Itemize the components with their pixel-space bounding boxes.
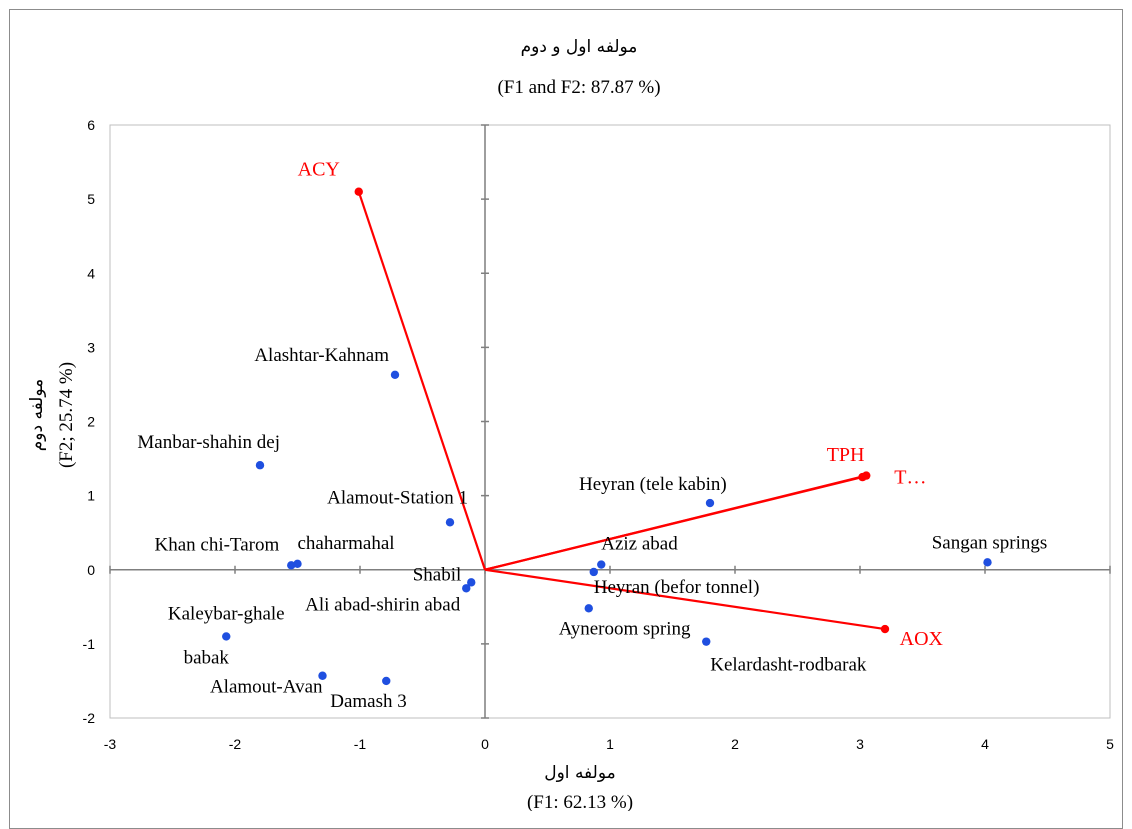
plot-border [109, 124, 1111, 719]
x-tick-label: 0 [481, 736, 489, 752]
point-label: Heyran (tele kabin) [579, 474, 727, 495]
point-Damash 3 [382, 676, 391, 686]
point-label: Shabil [413, 564, 462, 585]
vector-label-AOX: AOX [900, 628, 944, 650]
x-tick-label: 3 [856, 736, 864, 752]
y-axis-sublabel: (F2; 25.74 %) [56, 362, 77, 468]
variable-vectors: ACY TPH T… AOX [298, 159, 944, 650]
x-axis-label: مولفه اول [544, 763, 615, 783]
point-label: Heyran (befor tonnel) [594, 577, 760, 598]
point-label: Sangan springs [932, 532, 1048, 553]
vector-label-TPH: TPH [827, 444, 865, 466]
y-tick-label: -2 [83, 710, 96, 726]
point-Heyran (tele kabin) [705, 498, 715, 508]
point-label: Ayneroom spring [559, 618, 691, 639]
x-tick-label: -1 [354, 736, 367, 752]
x-tick-label: 4 [981, 736, 989, 752]
y-axis-label: مولفه دوم [27, 379, 47, 452]
point-Kaleybar-ghale [222, 632, 231, 641]
vector-end-T… [862, 471, 871, 480]
y-tick-label: 1 [87, 488, 95, 504]
point-label: Alamout-Station 1 [327, 487, 468, 508]
observation-points: Alashtar-Kahnam Manbar-shahin dej Alamout-… [137, 345, 1047, 712]
x-tick-label: 1 [606, 736, 614, 752]
chart-subtitle: (F1 and F2: 87.87 %) [497, 77, 660, 98]
point-Alamout-Avan [318, 671, 327, 680]
point-label: Aziz abad [601, 534, 678, 555]
y-tick-label: -1 [83, 636, 96, 652]
point-chaharmahal [293, 559, 302, 569]
point-label: Damash 3 [330, 691, 407, 712]
point-label: Ali abad-shirin abad [305, 594, 461, 615]
vector-T… [484, 474, 867, 571]
x-tick-label: 2 [731, 736, 739, 752]
point-label: Manbar-shahin dej [137, 432, 280, 453]
x-axis-sublabel: (F1: 62.13 %) [527, 792, 633, 811]
point-label: Alamout-Avan [210, 677, 323, 698]
point-Heyran (befor tonnel) [589, 567, 598, 577]
vector-ACY [357, 191, 487, 571]
chart-title: مولفه اول و دوم [521, 37, 638, 57]
y-tick-label: 2 [87, 414, 95, 430]
point-Manbar-shahin dej [255, 461, 265, 470]
y-axis-label-group: مولفه دوم [27, 379, 47, 452]
y-tick-label: 3 [87, 339, 95, 355]
point-Sangan springs [983, 558, 992, 567]
point-label-line2: babak [184, 647, 230, 668]
x-ticks: -3 -2 -1 0 1 2 3 4 5 [104, 565, 1114, 752]
point-label: chaharmahal [298, 533, 395, 554]
x-tick-label: -3 [104, 736, 117, 752]
point-Aziz abad [597, 560, 606, 569]
point-label: Kelardasht-rodbarak [710, 655, 867, 676]
point-label: Khan chi-Tarom [154, 534, 279, 555]
y-ticks: -2 -1 0 1 2 3 4 5 6 [83, 117, 489, 726]
point-label: Alashtar-Kahnam [254, 345, 389, 366]
x-tick-label: -2 [229, 736, 242, 752]
point-label: Kaleybar-ghale [168, 603, 285, 624]
point-Shabil [467, 578, 476, 587]
point-Alamout-Station 1 [445, 518, 455, 527]
point-Alashtar-Kahnam [390, 370, 400, 380]
y-tick-label: 0 [87, 562, 95, 578]
vector-label-ACY: ACY [298, 159, 340, 181]
pca-biplot: مولفه اول و دوم (F1 and F2: 87.87 %) -3-… [27, 37, 1114, 811]
vector-label-T…: T… [894, 467, 926, 489]
point-Ali abad-shirin abad [462, 584, 471, 593]
point-Ayneroom spring [584, 604, 593, 613]
y-tick-label: 4 [87, 265, 95, 281]
vector-AOX [484, 568, 886, 631]
point-Kelardasht-rodbarak [702, 637, 711, 646]
x-tick-label: 5 [1106, 736, 1114, 752]
chart-frame [9, 9, 1123, 829]
vector-end-ACY [354, 187, 363, 196]
y-axis-sublabel-group: (F2; 25.74 %) [56, 362, 77, 468]
y-tick-label: 6 [87, 117, 95, 133]
y-tick-label: 5 [87, 191, 95, 207]
vector-end-AOX [880, 624, 890, 634]
